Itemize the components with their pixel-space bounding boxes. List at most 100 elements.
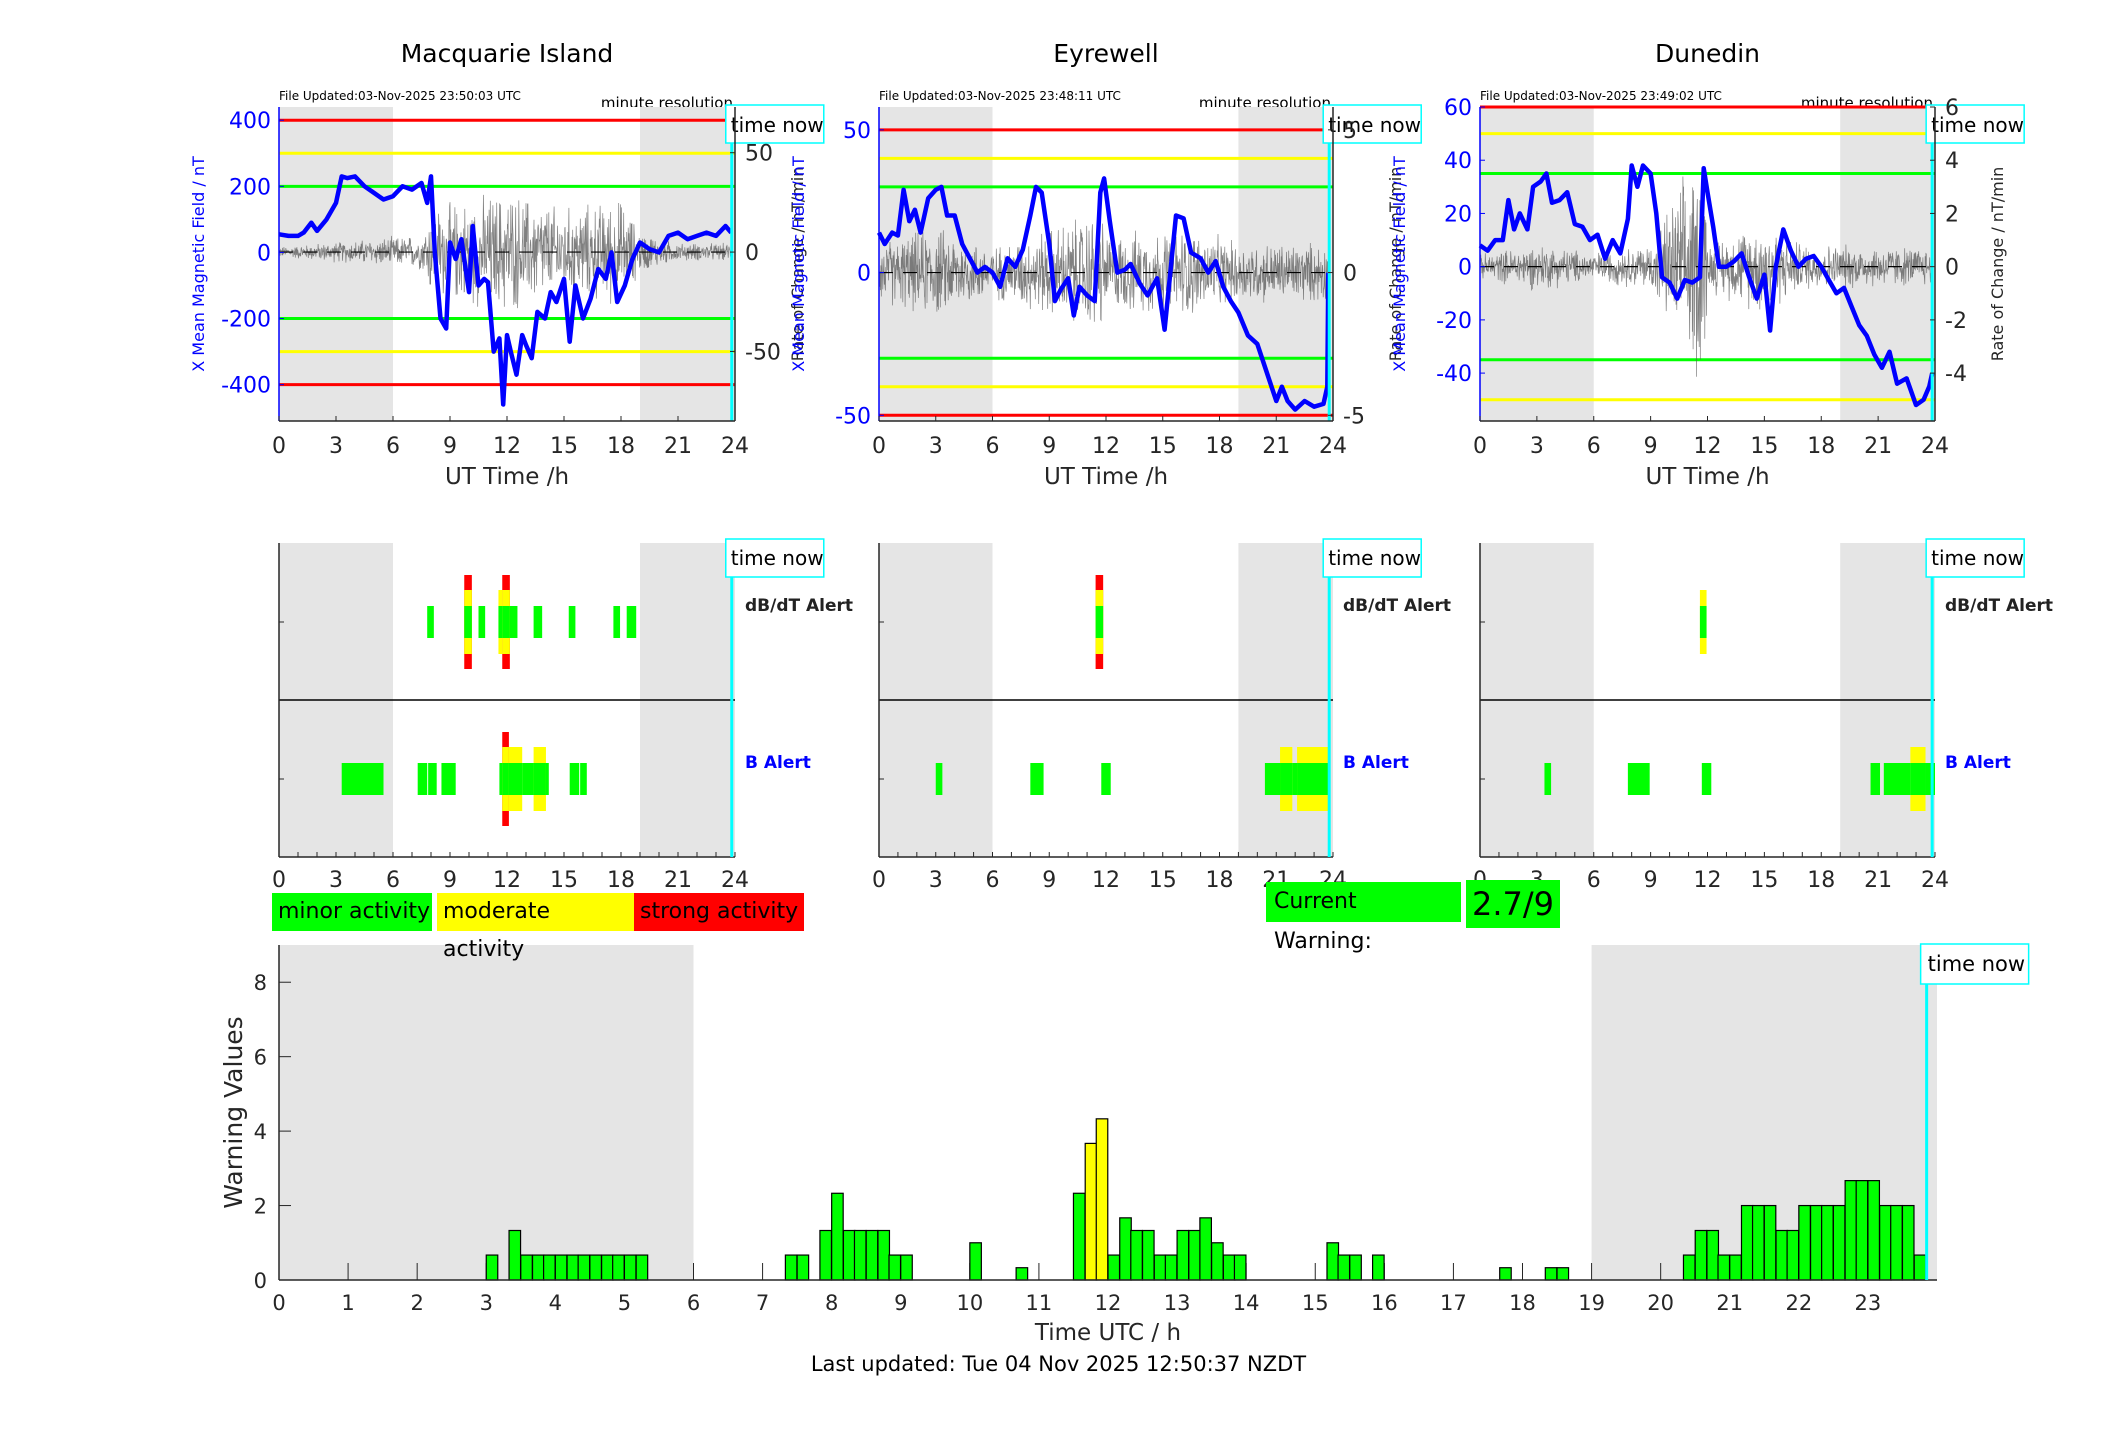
x-tick-label: 6 <box>1587 868 1601 893</box>
dbdt-alert-segment <box>502 606 510 638</box>
warning-bar <box>485 1254 499 1281</box>
b-alert-segment <box>508 763 523 795</box>
warning-bar <box>1153 1254 1167 1281</box>
warning-bar <box>842 1229 856 1281</box>
warning-bar <box>831 1192 844 1281</box>
x-tick-label: 9 <box>894 1291 907 1315</box>
y-tick-label: 20 <box>1444 202 1472 227</box>
y-tick-label: 8 <box>254 971 267 995</box>
warning-bar <box>531 1254 545 1281</box>
y-tick-label: 200 <box>229 175 271 200</box>
x-tick-label: 0 <box>272 868 286 893</box>
b-alert-segment <box>1292 763 1298 795</box>
x-tick-label: 3 <box>929 434 943 459</box>
x-axis-label: UT Time /h <box>1645 464 1769 490</box>
warning-bar <box>888 1254 902 1281</box>
x-tick-label: 6 <box>687 1291 700 1315</box>
y-tick-label: 400 <box>229 109 271 134</box>
x-tick-label: 6 <box>1587 434 1601 459</box>
x-tick-label: 24 <box>1319 434 1347 459</box>
x-tick-label: 0 <box>1473 434 1487 459</box>
x-tick-label: 9 <box>1042 868 1056 893</box>
field-series-line <box>876 176 1331 412</box>
dbdt-alert-segment <box>427 606 434 638</box>
warning-bar <box>1188 1229 1201 1281</box>
x-tick-label: 6 <box>986 434 1000 459</box>
b-alert-segment <box>1627 763 1650 795</box>
warning-bar <box>1867 1180 1881 1281</box>
warning-bar <box>1751 1204 1765 1281</box>
x-tick-label: 22 <box>1785 1291 1812 1315</box>
x-tick-label: 15 <box>1149 434 1177 459</box>
warning-bar <box>1844 1180 1858 1281</box>
x-tick-label: 11 <box>1026 1291 1053 1315</box>
b-alert-segment <box>417 763 428 795</box>
b-alert-segment <box>569 763 580 795</box>
x-tick-label: 20 <box>1647 1291 1674 1315</box>
time-now-label: time now <box>1931 113 2024 137</box>
dbdt-alert-segment <box>464 606 472 638</box>
x-tick-label: 2 <box>410 1291 423 1315</box>
warning-bar <box>1326 1242 1340 1281</box>
dbdt-alert-label: dB/dT Alert <box>1343 596 1451 616</box>
field-series-line <box>1478 163 1935 408</box>
warning-bar <box>577 1254 591 1281</box>
x-tick-label: 21 <box>664 434 692 459</box>
b-alert-label: B Alert <box>1343 753 1409 773</box>
warning-bar <box>796 1254 810 1281</box>
warning-bar <box>1544 1267 1558 1281</box>
y-tick-label: -50 <box>835 404 871 429</box>
b-alert-segment <box>499 763 503 795</box>
x-tick-label: 0 <box>272 1291 285 1315</box>
x-tick-label: 9 <box>443 434 457 459</box>
warning-bar <box>1832 1204 1846 1281</box>
b-alert-segment <box>545 763 549 795</box>
warning-bar <box>1084 1142 1098 1281</box>
right-y-axis-label: Rate of Change / nT/min <box>788 167 807 362</box>
x-tick-label: 8 <box>825 1291 838 1315</box>
warning-bar <box>1233 1254 1247 1281</box>
x-tick-label: 3 <box>929 868 943 893</box>
warning-bar <box>1809 1204 1823 1281</box>
dbdt-alert-segment <box>568 606 576 638</box>
y-tick-label: -20 <box>1436 309 1472 334</box>
y-tick-label: 40 <box>1444 149 1472 174</box>
x-tick-label: 0 <box>272 434 286 459</box>
warning-bar <box>635 1254 649 1281</box>
b-alert-segment <box>341 763 384 795</box>
warning-bar <box>566 1254 580 1281</box>
warning-bar <box>1775 1229 1789 1281</box>
warning-bar <box>877 1229 891 1281</box>
right-y-tick-label: -2 <box>1945 309 1967 334</box>
x-tick-label: 18 <box>607 434 635 459</box>
warning-bar <box>1141 1229 1155 1281</box>
x-tick-label: 13 <box>1164 1291 1191 1315</box>
y-tick-label: 2 <box>254 1195 267 1219</box>
x-tick-label: 21 <box>1716 1291 1743 1315</box>
station-title: Dunedin <box>1655 39 1760 68</box>
b-alert-segment <box>580 763 587 795</box>
x-tick-label: 10 <box>956 1291 983 1315</box>
x-tick-label: 24 <box>721 868 749 893</box>
right-y-tick-label: -5 <box>1343 404 1365 429</box>
warning-bar <box>1107 1254 1121 1281</box>
x-tick-label: 21 <box>1262 434 1290 459</box>
x-tick-label: 21 <box>1864 868 1892 893</box>
x-tick-label: 18 <box>1807 434 1835 459</box>
x-tick-label: 15 <box>1302 1291 1329 1315</box>
time-now-label: time now <box>1931 546 2024 570</box>
x-axis-label: Time UTC / h <box>1034 1320 1181 1346</box>
time-now-label: time now <box>1328 546 1421 570</box>
time-now-label: time now <box>731 113 824 137</box>
b-alert-segment <box>935 763 943 795</box>
b-alert-segment <box>502 763 509 795</box>
time-now-label: time now <box>1328 113 1421 137</box>
dbdt-alert-label: dB/dT Alert <box>745 596 853 616</box>
right-y-tick-label: 6 <box>1945 96 1959 121</box>
b-alert-segment <box>441 763 456 795</box>
night-shading <box>640 107 735 421</box>
dbdt-alert-label: dB/dT Alert <box>1945 596 2053 616</box>
x-tick-label: 12 <box>493 868 521 893</box>
file-updated-text: File Updated:03-Nov-2025 23:50:03 UTC <box>279 89 521 103</box>
file-updated-text: File Updated:03-Nov-2025 23:48:11 UTC <box>879 89 1121 103</box>
